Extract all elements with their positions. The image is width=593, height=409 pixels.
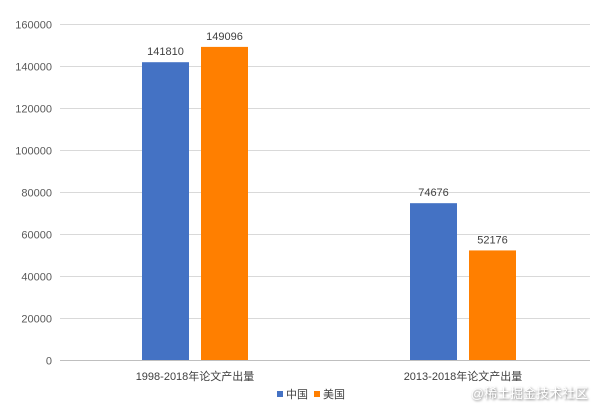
y-tick-label: 120000 — [15, 104, 52, 116]
bar-china-1 — [142, 62, 189, 360]
data-label: 149096 — [206, 31, 243, 43]
y-tick-label: 0 — [46, 356, 52, 368]
bar-usa-1 — [201, 46, 248, 360]
legend-label: 美国 — [323, 388, 345, 401]
data-label: 141810 — [147, 46, 184, 58]
y-tick-label: 100000 — [15, 146, 52, 158]
data-label: 52176 — [477, 234, 508, 246]
y-tick-label: 80000 — [21, 188, 52, 200]
legend-swatch — [314, 391, 320, 397]
x-category-label: 1998-2018年论文产出量 — [136, 369, 255, 383]
bar-usa-2 — [469, 250, 516, 360]
data-label: 74676 — [418, 187, 449, 199]
y-tick-label: 20000 — [21, 314, 52, 326]
legend-label: 中国 — [286, 388, 308, 401]
y-tick-label: 160000 — [15, 20, 52, 32]
x-category-label: 2013-2018年论文产出量 — [404, 369, 523, 383]
y-tick-label: 140000 — [15, 62, 52, 74]
y-tick-label: 40000 — [21, 272, 52, 284]
y-tick-label: 60000 — [21, 230, 52, 242]
bar-china-2 — [410, 203, 457, 360]
watermark-text: @稀土掘金技术社区 — [471, 386, 588, 401]
legend-swatch — [277, 391, 283, 397]
